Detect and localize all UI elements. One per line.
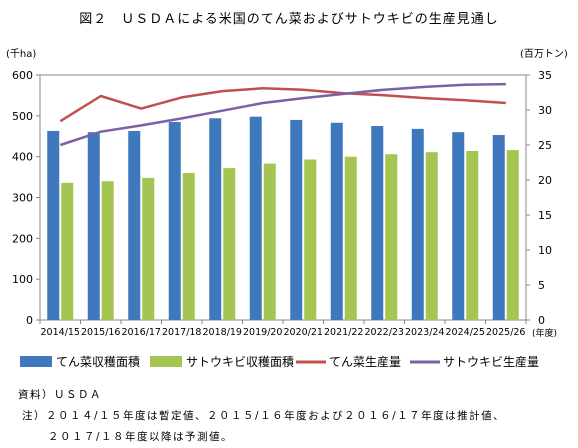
bar-sugarbeet-area — [168, 121, 181, 320]
bar-sugarcane-area — [263, 163, 276, 320]
right-axis-tick-label: 25 — [538, 139, 552, 152]
bar-sugarcane-area — [385, 154, 398, 320]
x-axis-tick-label: 2021/22 — [324, 327, 363, 338]
bar-sugarbeet-area — [411, 128, 424, 320]
left-axis-tick-label: 500 — [12, 110, 33, 123]
legend-label: てん菜収穫面積 — [56, 354, 140, 369]
right-axis-label: (百万トン) — [520, 48, 568, 60]
left-axis-tick-label: 400 — [12, 151, 33, 164]
bar-sugarbeet-area — [87, 132, 100, 320]
left-axis-tick-label: 600 — [12, 69, 33, 82]
right-axis-tick-label: 0 — [538, 314, 545, 327]
x-axis-tick-label: 2017/18 — [162, 327, 201, 338]
legend-label: サトウキビ収穫面積 — [186, 354, 294, 369]
bar-sugarcane-area — [223, 168, 236, 320]
right-axis-tick-label: 10 — [538, 244, 552, 257]
legend-label: てん菜生産量 — [329, 354, 401, 369]
left-axis-tick-label: 0 — [26, 314, 33, 327]
legend-swatch — [20, 356, 52, 367]
x-axis-tick-label: 2025/26 — [486, 327, 525, 338]
bar-sugarbeet-area — [290, 119, 303, 321]
line-sugarcane-production — [59, 82, 506, 147]
x-axis-tick-label: 2015/16 — [81, 327, 120, 338]
x-axis-tick-label: 2019/20 — [243, 327, 282, 338]
bar-sugarbeet-area — [128, 130, 141, 320]
x-axis-tick-label: 2018/19 — [203, 327, 242, 338]
footnote-1: 注）２０１４/１５年度は暫定値、２０１５/１６年度および２０１６/１７年度は推計… — [22, 410, 506, 422]
footnote-2: ２０１７/１８年度以降は予測値。 — [48, 431, 234, 443]
bar-sugarcane-area — [101, 181, 114, 320]
x-axis-tick-label: 2024/25 — [446, 327, 485, 338]
legend-label: サトウキビ生産量 — [443, 354, 539, 369]
right-axis-tick-label: 35 — [538, 69, 552, 82]
bar-sugarbeet-area — [47, 130, 60, 320]
right-axis-tick-label: 15 — [538, 209, 552, 222]
line-sugarbeet-production — [59, 87, 506, 123]
x-axis-tick-label: 2022/23 — [365, 327, 404, 338]
left-axis-tick-label: 200 — [12, 232, 33, 245]
x-axis-tick-label: 2023/24 — [405, 327, 444, 338]
bar-sugarcane-area — [142, 177, 155, 320]
bar-sugarcane-area — [425, 152, 438, 320]
legend-sugarbeet-area: てん菜収穫面積 — [20, 354, 140, 369]
bar-sugarbeet-area — [330, 122, 343, 321]
right-axis-tick-label: 20 — [538, 174, 552, 187]
bar-sugarbeet-area — [492, 135, 505, 320]
legend-swatch — [150, 356, 182, 367]
legend-sugarcane-area: サトウキビ収穫面積 — [150, 354, 294, 369]
left-axis-tick-label: 300 — [12, 192, 33, 205]
source-note: 資料）ＵＳＤＡ — [18, 389, 102, 401]
bar-sugarcane-area — [61, 182, 74, 320]
bar-sugarcane-area — [466, 150, 479, 320]
right-axis-tick-label: 5 — [538, 279, 545, 292]
x-axis-unit-label: (年度) — [532, 327, 557, 339]
left-axis-label: (千ha) — [6, 48, 36, 60]
bar-sugarcane-area — [344, 156, 357, 320]
left-axis-tick-label: 100 — [12, 273, 33, 286]
bar-sugarbeet-area — [249, 116, 262, 321]
x-axis-tick-label: 2016/17 — [122, 327, 161, 338]
right-axis-tick-label: 30 — [538, 104, 552, 117]
bar-sugarcane-area — [182, 173, 195, 320]
bar-sugarbeet-area — [371, 126, 384, 321]
x-axis-tick-label: 2020/21 — [284, 327, 323, 338]
x-axis-tick-label: 2014/15 — [41, 327, 80, 338]
legend-sugarbeet-production: てん菜生産量 — [296, 354, 401, 369]
bar-sugarbeet-area — [209, 118, 222, 321]
bar-sugarcane-area — [506, 150, 519, 320]
chart-title: 図２ ＵＳＤＡによる米国のてん菜およびサトウキビの生産見通し — [79, 12, 499, 27]
legend-sugarcane-production: サトウキビ生産量 — [410, 354, 539, 369]
bar-sugarcane-area — [304, 159, 317, 320]
bar-sugarbeet-area — [452, 132, 465, 320]
